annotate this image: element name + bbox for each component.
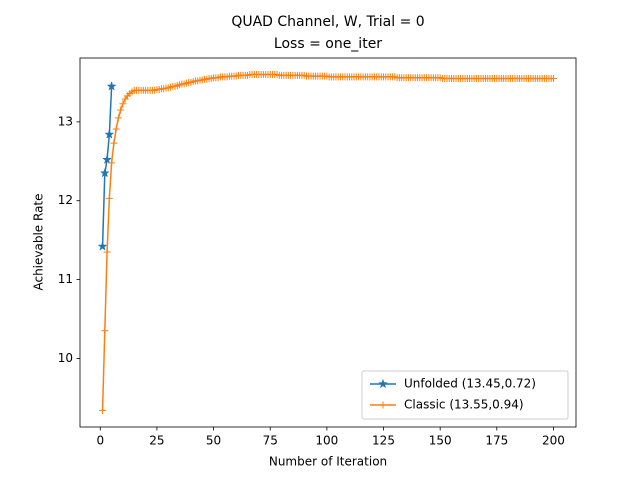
x-tick-label: 175 [485,434,508,448]
marker [110,139,118,147]
x-tick-label: 25 [149,434,164,448]
series-line [101,86,113,247]
legend-label: Classic (13.55,0.94) [404,398,524,412]
marker [99,167,110,178]
y-axis-label: Achievable Rate [32,193,46,290]
marker [114,114,122,122]
x-axis-label: Number of Iteration [269,455,387,469]
marker [101,327,109,335]
axes-frame [79,57,577,428]
marker [104,129,115,139]
marker [106,81,117,91]
x-tick-label: 100 [315,434,338,448]
chart-title: QUAD Channel, W, Trial = 0 [231,14,424,30]
marker [112,125,120,133]
y-tick-label: 11 [58,272,73,286]
legend-label: Unfolded (13.45,0.72) [404,377,536,391]
marker [103,248,111,256]
x-tick-label: 0 [96,434,104,448]
marker [102,154,113,164]
y-tick-label: 13 [58,114,73,128]
marker [105,194,113,202]
legend: Unfolded (13.45,0.72) Classic (13.55,0.94… [361,370,569,420]
y-tick-label: 10 [58,351,73,365]
x-tick-label: 75 [263,434,278,448]
y-tick-label: 12 [58,193,73,207]
chart-subtitle: Loss = one_iter [274,36,382,52]
legend-marker [379,401,387,409]
marker [99,406,107,414]
x-tick-label: 200 [542,434,565,448]
x-tick-label: 50 [206,434,221,448]
legend-box [361,370,569,420]
marker [119,100,127,108]
marker [97,241,108,251]
legend-marker [377,378,389,389]
marker [117,106,125,114]
series-line [101,73,554,411]
x-tick-label: 125 [372,434,395,448]
marker [108,159,116,167]
marker [549,75,557,82]
x-tick-label: 150 [429,434,452,448]
